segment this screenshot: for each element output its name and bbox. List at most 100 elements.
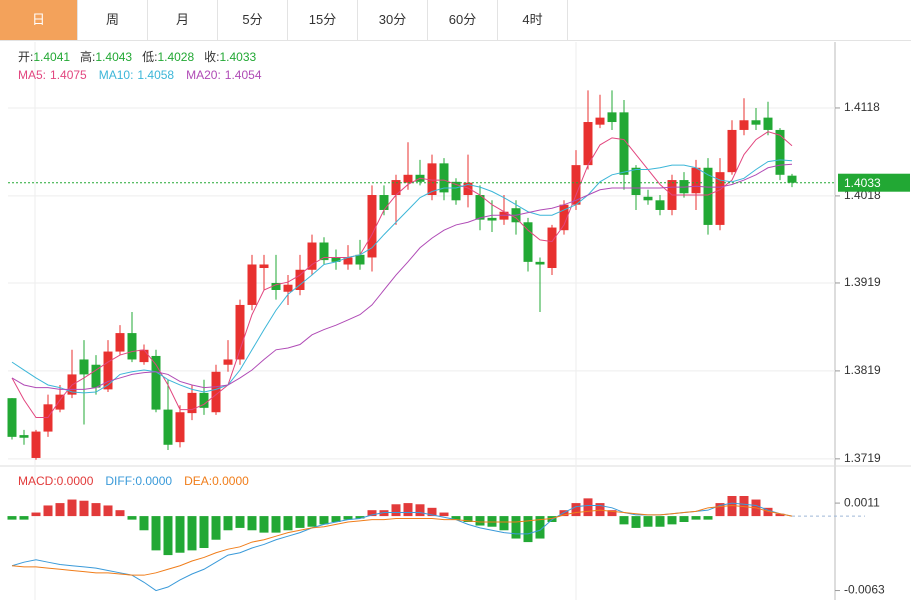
macd-bar	[739, 496, 749, 517]
legend-name: DIFF:	[105, 474, 135, 488]
candle-body	[103, 351, 113, 390]
ohlc-label: 开:	[18, 50, 33, 64]
candle-body	[403, 174, 413, 183]
candle-body	[115, 333, 125, 352]
macd-bar	[727, 496, 737, 517]
macd-bar	[547, 516, 557, 522]
macd-bar	[691, 516, 701, 520]
ohlc-value: 1.4041	[33, 50, 70, 64]
macd-bar	[523, 516, 533, 543]
candle-body	[211, 371, 221, 413]
candle-body	[475, 195, 485, 220]
ohlc-value: 1.4028	[157, 50, 194, 64]
macd-bar	[355, 516, 365, 519]
tab[interactable]: 日	[0, 0, 78, 40]
candle-body	[595, 117, 605, 125]
tab[interactable]: 月	[148, 0, 218, 40]
candle-body	[7, 398, 17, 437]
price-tag-label: 1.4033	[844, 176, 881, 190]
candle-body	[295, 269, 305, 290]
candle-body	[643, 196, 653, 201]
macd-bar	[91, 503, 101, 517]
candle-body	[139, 349, 149, 363]
macd-bar	[499, 516, 509, 531]
candle-body	[247, 264, 257, 305]
candle-body	[487, 217, 497, 221]
tab[interactable]: 30分	[358, 0, 428, 40]
candle-body	[379, 195, 389, 210]
candle-body	[91, 364, 101, 388]
candle-body	[235, 304, 245, 360]
ma-line	[11, 159, 793, 394]
legend-value: 1.4054	[225, 68, 262, 82]
macd-line	[11, 504, 793, 576]
macd-bar	[631, 516, 641, 528]
macd-bar	[259, 516, 269, 533]
candle-body	[175, 412, 185, 443]
macd-bar	[175, 516, 185, 553]
macd-bar	[211, 516, 221, 540]
tab[interactable]: 4时	[498, 0, 568, 40]
candle-body	[571, 165, 581, 205]
macd-bar	[283, 516, 293, 531]
macd-bar	[763, 507, 773, 517]
candle-body	[631, 167, 641, 196]
legend-name: MACD:	[18, 474, 57, 488]
macd-bar	[31, 512, 41, 517]
candle-body	[715, 172, 725, 225]
macd-bar	[427, 507, 437, 517]
macd-bar	[271, 516, 281, 533]
macd-bar	[307, 516, 317, 527]
macd-bar	[619, 516, 629, 525]
candle-body	[463, 182, 473, 196]
tab[interactable]: 周	[78, 0, 148, 40]
candle-body	[307, 242, 317, 270]
macd-bar	[715, 503, 725, 517]
macd-bar	[67, 499, 77, 517]
price-tag	[838, 173, 910, 192]
macd-bar	[19, 516, 29, 520]
macd-bar	[679, 516, 689, 522]
candle-body	[739, 120, 749, 130]
macd-bar	[343, 516, 353, 520]
candle-body	[751, 120, 761, 125]
macd-bar	[643, 516, 653, 527]
candle-body	[619, 112, 629, 175]
candle-body	[703, 167, 713, 225]
candle-body	[547, 227, 557, 269]
candle-body	[427, 163, 437, 196]
macd-bar	[475, 516, 485, 526]
macd-bar	[667, 516, 677, 525]
macd-bar	[439, 512, 449, 517]
macd-bar	[655, 516, 665, 527]
y-tick-label: 1.3919	[844, 275, 881, 289]
macd-bar	[295, 516, 305, 528]
candle-body	[319, 242, 329, 261]
candle-body	[355, 254, 365, 265]
candle-body	[655, 200, 665, 210]
macd-bar	[187, 516, 197, 551]
candle-body	[223, 359, 233, 365]
macd-bar	[775, 513, 785, 517]
candle-body	[187, 392, 197, 414]
macd-bar	[367, 510, 377, 517]
macd-bar	[331, 516, 341, 522]
macd-bar	[607, 510, 617, 517]
legend-value: 0.0000	[135, 474, 172, 488]
tab[interactable]: 15分	[288, 0, 358, 40]
tab[interactable]: 60分	[428, 0, 498, 40]
y-tick-label: -0.0063	[844, 583, 885, 597]
tab-bar: 日周月 5分 15分 30分 60分 4时	[0, 0, 911, 41]
candle-body	[19, 435, 29, 438]
candle-body	[151, 355, 161, 410]
candle-body	[31, 431, 41, 458]
candle-body	[199, 392, 209, 408]
macd-bar	[535, 516, 545, 539]
candle-body	[787, 175, 797, 183]
legend-name: MA10:	[99, 68, 134, 82]
macd-bar	[703, 516, 713, 520]
candle-body	[451, 181, 461, 201]
tab[interactable]: 5分	[218, 0, 288, 40]
